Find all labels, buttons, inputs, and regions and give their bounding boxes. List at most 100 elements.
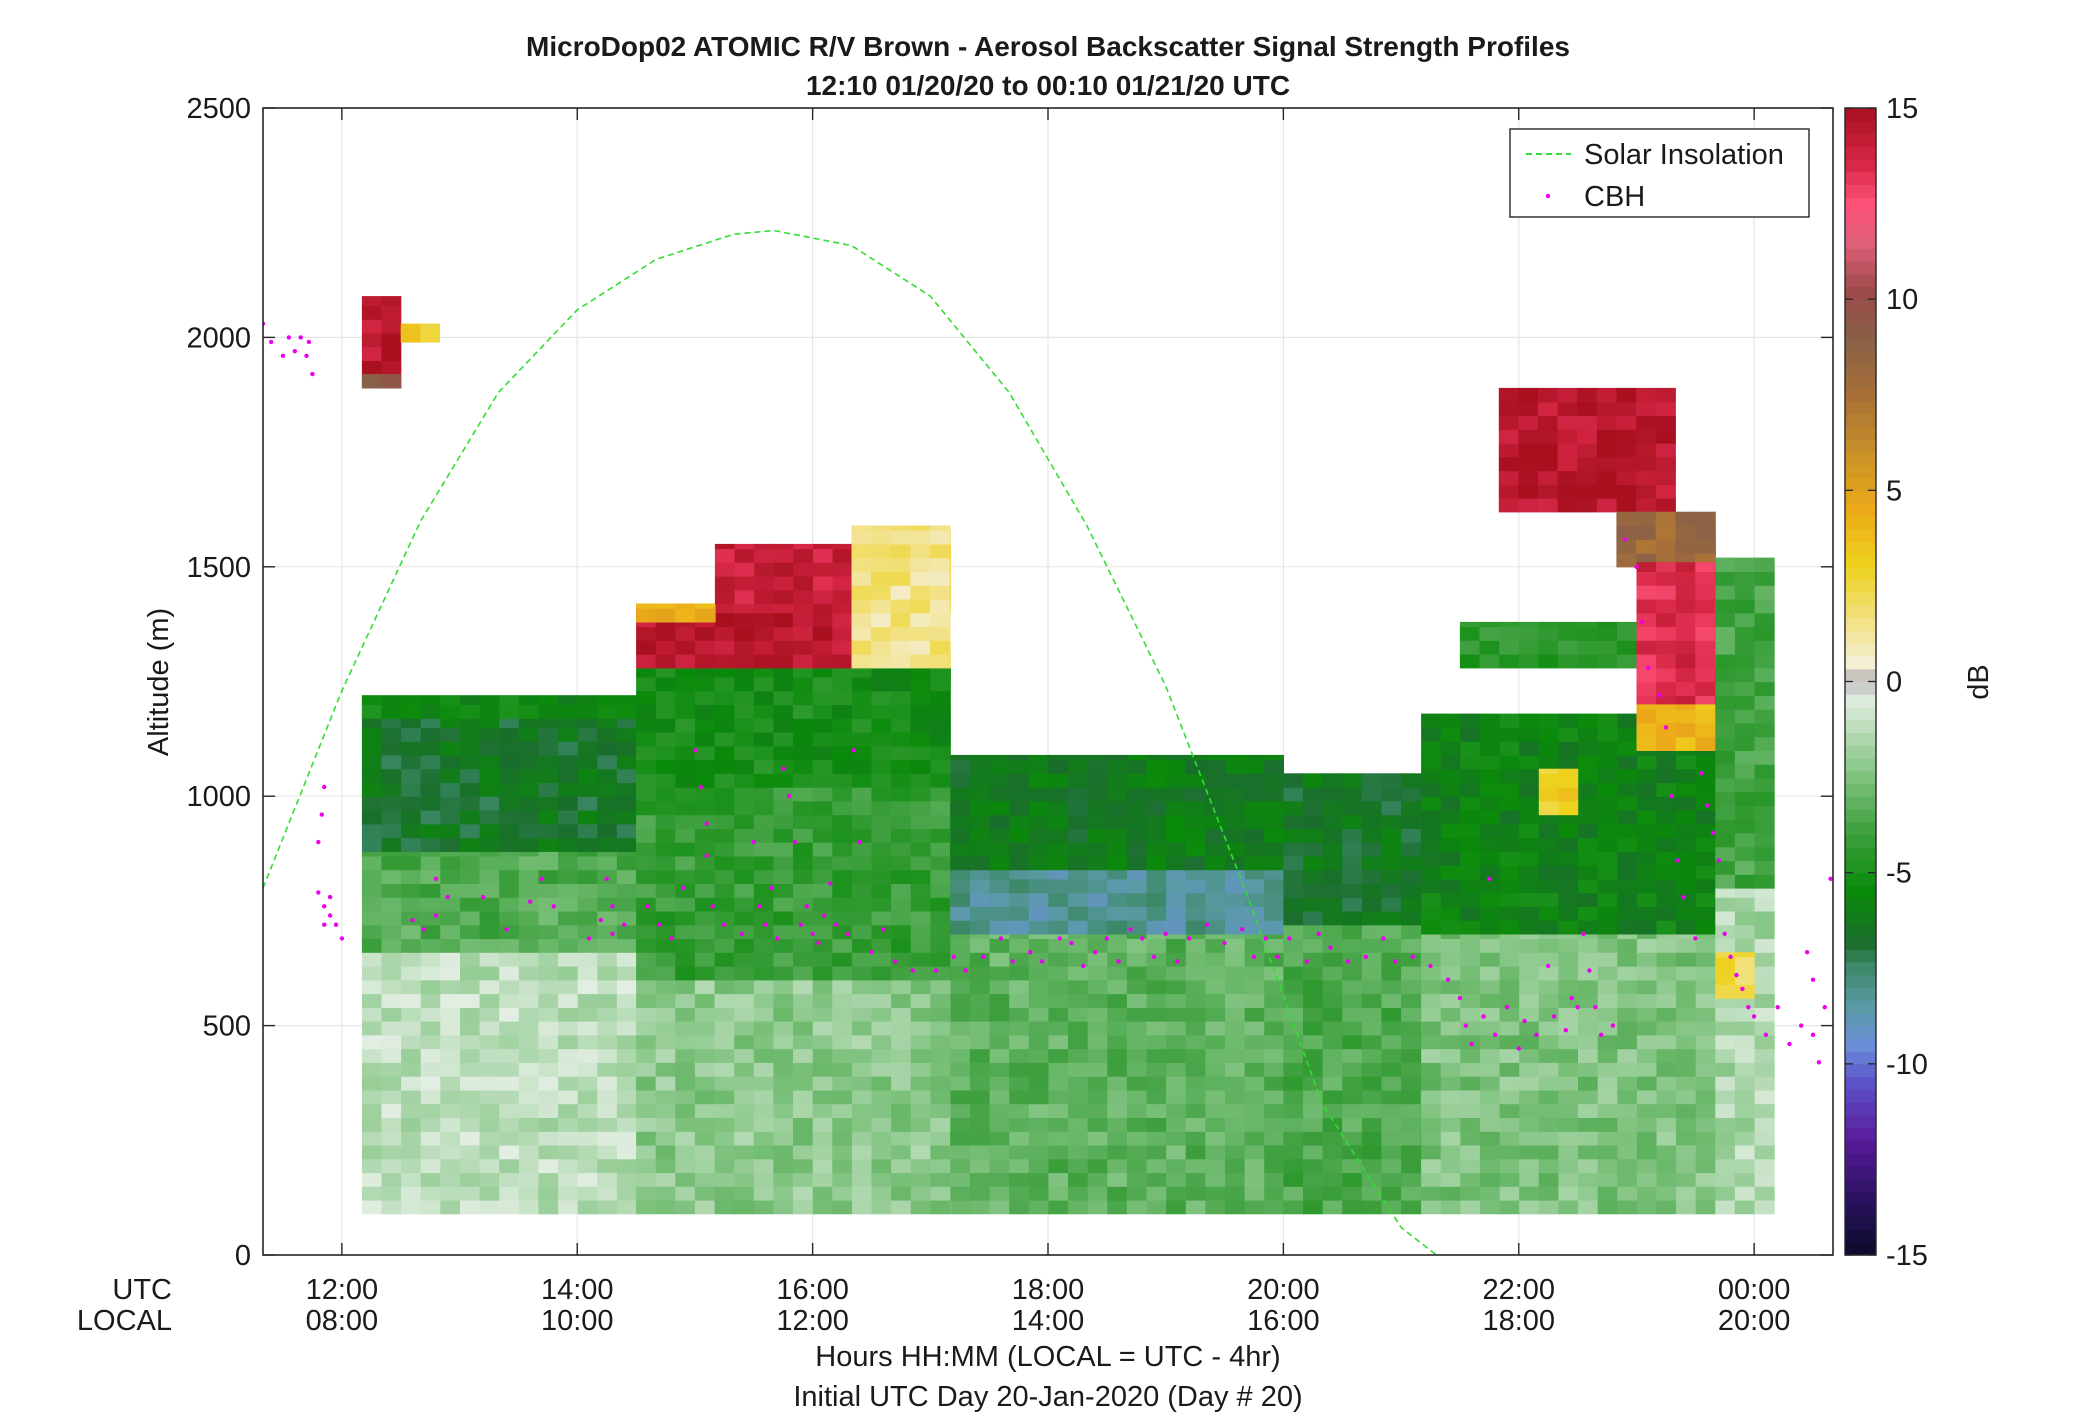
- heatmap-cell: [1009, 855, 1030, 871]
- heatmap-cell: [1714, 539, 1716, 554]
- heatmap-cell: [1558, 933, 1579, 939]
- cbh-point: [851, 748, 856, 753]
- heatmap-cell: [1734, 832, 1756, 848]
- cbh-point: [1663, 725, 1669, 730]
- heatmap-cell: [1636, 851, 1658, 866]
- x-tick-label-local: 20:00: [1718, 1305, 1791, 1337]
- heatmap-cell: [1617, 906, 1638, 921]
- heatmap-cell: [1048, 1172, 1069, 1187]
- heatmap-cell: [1479, 938, 1501, 953]
- cbh-point: [1175, 959, 1180, 964]
- heatmap-cell: [1440, 713, 1461, 728]
- heatmap-cell: [714, 1144, 735, 1160]
- heatmap-cell: [1126, 773, 1148, 788]
- heatmap-cell: [832, 828, 853, 843]
- heatmap-cell: [1676, 1048, 1697, 1063]
- colorbar-segment: [1845, 898, 1876, 912]
- heatmap-cell: [1655, 442, 1676, 458]
- heatmap-cell: [871, 690, 892, 706]
- heatmap-cell: [361, 1034, 383, 1050]
- cbh-point: [769, 885, 774, 891]
- heatmap-cell: [910, 667, 931, 678]
- cbh-point: [539, 876, 545, 881]
- heatmap-cell: [499, 727, 520, 742]
- heatmap-cell: [812, 869, 833, 884]
- heatmap-cell: [636, 1103, 657, 1118]
- heatmap-cell: [401, 1144, 422, 1160]
- heatmap-cell: [1479, 1048, 1501, 1063]
- heatmap-cell: [381, 374, 402, 389]
- heatmap-cell: [1126, 1089, 1148, 1105]
- heatmap-cell: [518, 1062, 539, 1077]
- heatmap-cell: [910, 800, 931, 816]
- heatmap-cell: [891, 1034, 912, 1050]
- heatmap-cell: [538, 993, 559, 1008]
- heatmap-cell: [793, 979, 814, 995]
- cbh-point: [304, 353, 309, 358]
- heatmap-cell: [1596, 484, 1618, 499]
- heatmap-cell: [714, 759, 735, 774]
- heatmap-cell: [518, 897, 539, 912]
- heatmap-cell: [1087, 759, 1108, 774]
- heatmap-cell: [1518, 498, 1539, 513]
- heatmap-cell: [714, 1034, 735, 1050]
- heatmap-cell: [1440, 1199, 1461, 1215]
- heatmap-cell: [1636, 585, 1657, 600]
- heatmap-cell: [1655, 498, 1676, 513]
- heatmap-cell: [1205, 1186, 1226, 1201]
- heatmap-cell: [1107, 800, 1128, 816]
- heatmap-cell: [636, 883, 657, 898]
- heatmap-cell: [479, 1021, 500, 1036]
- cbh-point: [1657, 693, 1663, 698]
- colorbar-segment: [1845, 503, 1876, 517]
- heatmap-cell: [812, 704, 833, 719]
- heatmap-cell: [1381, 952, 1402, 967]
- heatmap-cell: [1538, 401, 1559, 416]
- heatmap-cell: [989, 842, 1010, 857]
- heatmap-cell: [1401, 1007, 1422, 1022]
- heatmap-cell: [734, 1199, 755, 1215]
- heatmap-cell: [1107, 933, 1128, 939]
- heatmap-cell: [1695, 966, 1716, 981]
- colorbar-segment: [1845, 732, 1876, 746]
- heatmap-cell: [910, 1021, 931, 1036]
- heatmap-cell: [538, 704, 559, 719]
- heatmap-cell: [440, 1089, 461, 1105]
- heatmap-cell: [930, 1103, 951, 1118]
- heatmap-cell: [1361, 952, 1383, 967]
- heatmap-cell: [753, 814, 774, 829]
- heatmap-cell: [499, 695, 520, 706]
- heatmap-cell: [1126, 1048, 1148, 1063]
- heatmap-cell: [714, 842, 735, 857]
- heatmap-cell: [851, 883, 873, 898]
- y-tick-label: 2000: [186, 322, 251, 354]
- heatmap-cell: [1754, 722, 1775, 738]
- heatmap-cell: [950, 1186, 971, 1201]
- cbh-point: [1751, 1014, 1757, 1019]
- heatmap-cell: [538, 1144, 559, 1160]
- heatmap-cell: [734, 732, 755, 747]
- heatmap-cell: [518, 1172, 539, 1187]
- heatmap-cell: [871, 1103, 892, 1118]
- colorbar-segment: [1845, 133, 1876, 147]
- heatmap-cell: [1499, 640, 1520, 655]
- heatmap-cell: [1676, 851, 1697, 866]
- heatmap-cell: [538, 837, 559, 852]
- heatmap-cell: [597, 1034, 618, 1050]
- heatmap-cell: [499, 768, 520, 784]
- heatmap-cell: [1205, 869, 1226, 880]
- heatmap-cell: [1479, 640, 1500, 655]
- heatmap-cell: [401, 810, 422, 825]
- heatmap-cell: [1734, 846, 1756, 862]
- heatmap-cell: [851, 979, 873, 995]
- heatmap-cell: [1244, 754, 1265, 761]
- heatmap-cell: [1185, 1021, 1206, 1036]
- heatmap-cell: [1460, 952, 1481, 967]
- heatmap-cell: [420, 323, 441, 329]
- colorbar-segment: [1845, 859, 1876, 874]
- heatmap-cell: [1636, 1048, 1658, 1063]
- heatmap-cell: [1421, 1007, 1442, 1022]
- heatmap-cell: [616, 1117, 637, 1132]
- heatmap-cell: [969, 814, 991, 829]
- heatmap-cell: [1597, 892, 1618, 907]
